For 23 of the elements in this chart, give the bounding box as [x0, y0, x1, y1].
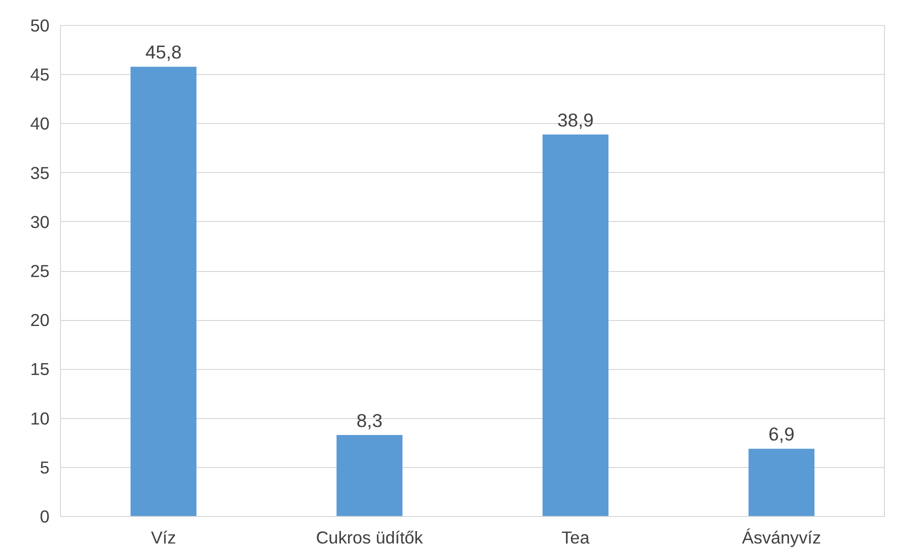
bar: [542, 134, 608, 516]
bar: [748, 448, 814, 516]
y-tick-label: 50: [30, 16, 50, 36]
y-tick-label: 10: [30, 408, 50, 428]
data-label: 6,9: [768, 424, 794, 445]
y-tick-label: 40: [30, 114, 50, 134]
x-tick-label: Cukros üdítők: [316, 528, 424, 548]
x-tick-label: Tea: [562, 528, 590, 548]
y-tick-label: 5: [40, 457, 50, 478]
data-label: 38,9: [557, 110, 594, 130]
y-tick-label: 0: [40, 506, 50, 526]
data-label: 45,8: [145, 42, 182, 63]
y-tick-label: 15: [30, 359, 50, 380]
y-tick-label: 30: [30, 212, 50, 232]
x-tick-label: Víz: [150, 528, 176, 548]
y-tick-label: 20: [30, 310, 50, 330]
y-tick-label: 35: [30, 162, 50, 183]
bar: [130, 66, 196, 516]
y-tick-label: 45: [30, 64, 50, 85]
bar: [336, 434, 402, 516]
x-tick-label: Ásványvíz: [742, 528, 821, 548]
y-tick-label: 25: [30, 261, 50, 281]
data-label: 8,3: [356, 410, 382, 431]
